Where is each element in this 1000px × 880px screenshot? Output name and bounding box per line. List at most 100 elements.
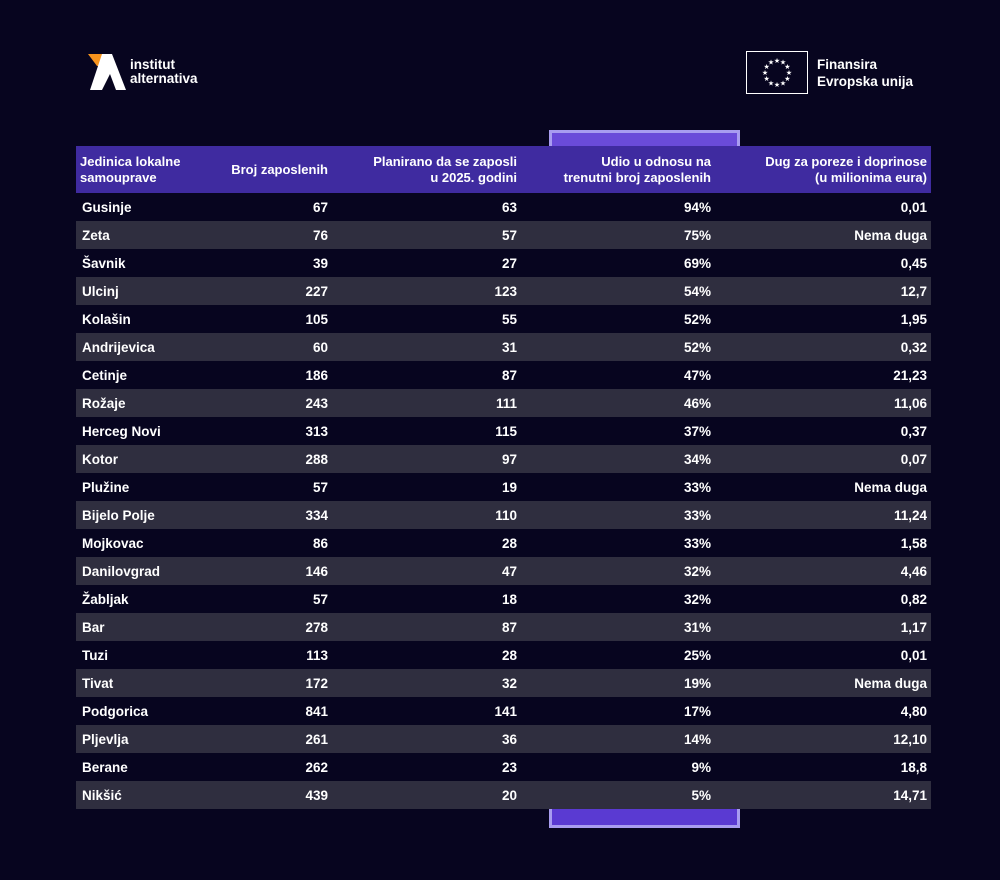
- value-cell: 113: [306, 647, 328, 663]
- eu-star: ★: [774, 57, 780, 65]
- value-cell: 141: [494, 703, 517, 719]
- eu-star: ★: [768, 59, 774, 67]
- table-row: Danilovgrad 146 47 32% 4,46: [76, 557, 931, 585]
- value-cell: 288: [305, 451, 328, 467]
- share-cell: 75%: [683, 227, 711, 243]
- value-cell: 115: [495, 423, 517, 439]
- value-cell: 0,01: [900, 647, 927, 663]
- value-cell: 67: [312, 199, 328, 215]
- table-row: Berane 262 23 9% 18,8: [76, 753, 931, 781]
- share-cell: 69%: [683, 255, 711, 271]
- value-cell: 186: [305, 367, 328, 383]
- logo-line2: alternativa: [130, 71, 198, 86]
- value-cell: 36: [501, 731, 517, 747]
- value-cell: 18: [501, 591, 517, 607]
- header-line: (u milionima eura): [815, 169, 927, 185]
- municipality-cell: Zeta: [82, 227, 110, 243]
- share-cell: 31%: [683, 619, 711, 635]
- value-cell: 19: [501, 479, 517, 495]
- value-cell: 0,01: [900, 199, 927, 215]
- table-row: Mojkovac 86 28 33% 1,58: [76, 529, 931, 557]
- value-cell: 278: [305, 619, 328, 635]
- value-cell: 28: [501, 647, 517, 663]
- header-cell: Planirano da se zaposli u 2025. godini: [332, 146, 521, 193]
- table-row: Bijelo Polje 334 110 33% 11,24: [76, 501, 931, 529]
- value-cell: 97: [501, 451, 517, 467]
- table-row: Zeta 76 57 75% Nema duga: [76, 221, 931, 249]
- value-cell: 1,58: [900, 535, 927, 551]
- value-cell: 0,37: [900, 423, 927, 439]
- share-cell: 19%: [683, 675, 711, 691]
- value-cell: 23: [501, 759, 517, 775]
- value-cell: 110: [495, 507, 517, 523]
- header-line: Planirano da se zaposli: [373, 153, 517, 169]
- value-cell: 21,23: [893, 367, 927, 383]
- share-cell: 54%: [683, 283, 711, 299]
- value-cell: 57: [312, 591, 328, 607]
- table-row: Podgorica 841 141 17% 4,80: [76, 697, 931, 725]
- share-cell: 52%: [683, 339, 711, 355]
- share-cell: 33%: [683, 479, 711, 495]
- municipality-cell: Plužine: [82, 479, 130, 495]
- municipality-cell: Kolašin: [82, 311, 131, 327]
- header-line: trenutni broj zaposlenih: [563, 169, 711, 185]
- eu-flag-icon: ★ ★ ★ ★ ★ ★ ★ ★ ★ ★ ★ ★: [746, 51, 808, 94]
- value-cell: 12,7: [900, 283, 927, 299]
- share-cell: 34%: [683, 451, 711, 467]
- eu-star: ★: [774, 81, 780, 89]
- municipality-cell: Kotor: [82, 451, 118, 467]
- value-cell: 841: [305, 703, 328, 719]
- value-cell: 0,82: [900, 591, 927, 607]
- table-row: Ulcinj 227 123 54% 12,7: [76, 277, 931, 305]
- share-cell: 5%: [691, 787, 711, 803]
- value-cell: 227: [305, 283, 328, 299]
- table-row: Žabljak 57 18 32% 0,82: [76, 585, 931, 613]
- eu-star: ★: [763, 75, 769, 83]
- eu-star: ★: [780, 79, 786, 87]
- municipality-cell: Rožaje: [82, 395, 126, 411]
- value-cell: 111: [495, 395, 517, 411]
- value-cell: 18,8: [900, 759, 927, 775]
- value-cell: 1,17: [900, 619, 927, 635]
- table-row: Tuzi 113 28 25% 0,01: [76, 641, 931, 669]
- share-cell: 9%: [691, 759, 711, 775]
- value-cell: 47: [501, 563, 517, 579]
- municipality-cell: Šavnik: [82, 255, 126, 271]
- municipality-cell: Žabljak: [82, 591, 129, 607]
- value-cell: 105: [305, 311, 328, 327]
- value-cell: 4,46: [900, 563, 927, 579]
- share-cell: 37%: [683, 423, 711, 439]
- municipality-cell: Podgorica: [82, 703, 149, 719]
- share-cell: 32%: [683, 563, 711, 579]
- table-row: Šavnik 39 27 69% 0,45: [76, 249, 931, 277]
- value-cell: 1,95: [900, 311, 927, 327]
- share-cell: 32%: [683, 591, 711, 607]
- value-cell: 123: [494, 283, 517, 299]
- value-cell: 0,32: [900, 339, 927, 355]
- municipality-cell: Mojkovac: [82, 535, 144, 551]
- value-cell: 243: [305, 395, 328, 411]
- value-cell: 55: [501, 311, 517, 327]
- table-row: Rožaje 243 111 46% 11,06: [76, 389, 931, 417]
- value-cell: 439: [305, 787, 328, 803]
- share-cell: 25%: [683, 647, 711, 663]
- share-cell: 14%: [683, 731, 711, 747]
- share-cell: 33%: [683, 507, 711, 523]
- municipality-cell: Ulcinj: [82, 283, 119, 299]
- value-cell: 76: [312, 227, 328, 243]
- share-cell: 47%: [683, 367, 711, 383]
- table-row: Kolašin 105 55 52% 1,95: [76, 305, 931, 333]
- municipality-cell: Bijelo Polje: [82, 507, 155, 523]
- header-line: Dug za poreze i doprinose: [765, 153, 927, 169]
- table-row: Herceg Novi 313 115 37% 0,37: [76, 417, 931, 445]
- header-line: Udio u odnosu na: [601, 153, 711, 169]
- municipality-cell: Pljevlja: [82, 731, 129, 747]
- value-cell: Nema duga: [854, 479, 927, 495]
- funding-line2: Evropska unija: [817, 73, 914, 89]
- eu-star: ★: [784, 63, 790, 71]
- logo-mark-icon: [88, 54, 126, 90]
- table-header: Jedinica lokalne samouprave Broj zaposleni…: [76, 146, 931, 193]
- table-row: Andrijevica 60 31 52% 0,32: [76, 333, 931, 361]
- eu-star: ★: [786, 69, 792, 77]
- share-cell: 17%: [683, 703, 711, 719]
